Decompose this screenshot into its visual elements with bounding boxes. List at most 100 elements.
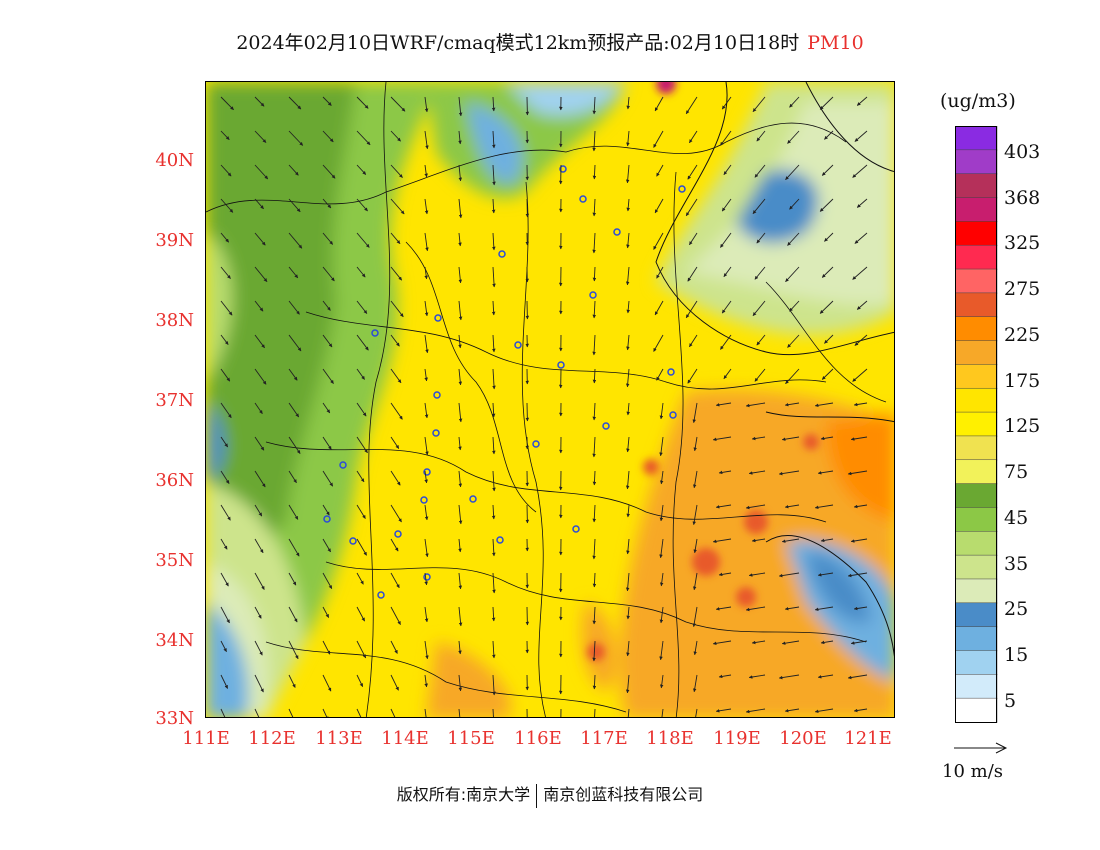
wind-vector <box>723 368 732 379</box>
wind-vector <box>288 334 302 352</box>
map-title: 2024年02月10日WRF/cmaq模式12km预报产品:02月10日18时 P… <box>0 28 1100 55</box>
wind-vector <box>723 164 732 175</box>
wind-vector <box>592 640 596 662</box>
lon-label-113e: 113E <box>315 728 363 749</box>
coastline <box>655 82 894 658</box>
wind-vector <box>458 538 462 553</box>
wind-vector <box>784 708 800 713</box>
wind-vector <box>592 334 596 356</box>
wind-vector <box>390 368 402 384</box>
wind-vector <box>723 266 732 277</box>
color-legend <box>955 126 998 723</box>
wind-vector <box>254 504 263 517</box>
wind-vector <box>756 130 766 142</box>
wind-vector <box>322 300 331 311</box>
wind-vector <box>390 606 401 625</box>
wind-vector <box>853 708 868 713</box>
legend-label-275: 275 <box>1004 278 1041 300</box>
lat-label-38n: 38N <box>155 310 194 331</box>
wind-vector <box>220 300 233 316</box>
wind-vector <box>685 300 698 319</box>
lon-label-116e: 116E <box>514 728 562 749</box>
wind-vector <box>491 300 496 316</box>
wind-vector <box>356 470 365 483</box>
legend-swatch <box>955 387 998 413</box>
wind-vector <box>592 538 596 560</box>
wind-vector <box>390 130 401 142</box>
title-main: 2024年02月10日WRF/cmaq模式12km预报产品:02月10日18时 <box>236 32 800 54</box>
pm10-concentration-map <box>205 81 895 718</box>
legend-label-5: 5 <box>1004 690 1017 712</box>
lat-label-34n: 34N <box>155 630 194 651</box>
wind-vector <box>288 232 303 249</box>
wind-vector <box>322 436 332 450</box>
wind-vector <box>254 266 268 282</box>
wind-vector <box>720 334 732 350</box>
wind-vector <box>659 538 664 559</box>
wind-vector <box>424 232 429 252</box>
wind-vector <box>656 164 664 177</box>
wind-vector <box>220 198 234 213</box>
footer-separator <box>536 783 538 808</box>
wind-vector <box>625 470 630 490</box>
wind-vector <box>785 164 800 181</box>
wind-vector <box>626 504 630 518</box>
wind-vector <box>254 708 260 717</box>
wind-vector <box>424 130 429 150</box>
wind-vector <box>625 368 630 388</box>
wind-vector <box>322 164 336 179</box>
wind-vector <box>220 640 227 653</box>
wind-vector <box>778 470 800 476</box>
wind-vector <box>626 232 630 249</box>
legend-swatch <box>955 459 998 485</box>
wind-vector <box>220 470 230 484</box>
wind-vector <box>853 606 868 611</box>
wind-vector <box>356 164 367 175</box>
wind-vector <box>789 300 800 312</box>
legend-swatch <box>955 674 998 699</box>
wind-vector <box>748 674 766 679</box>
wind-vector <box>491 96 496 112</box>
wind-vector <box>852 266 868 280</box>
wind-vector <box>659 436 664 457</box>
wind-vector <box>689 130 698 144</box>
wind-vector <box>458 164 463 182</box>
wind-vector <box>850 436 868 441</box>
wind-vector <box>847 470 868 476</box>
wind-vector <box>720 130 732 146</box>
wind-vector <box>847 674 868 680</box>
wind-vector <box>721 96 732 110</box>
wind-vector <box>693 436 698 452</box>
wind-vector <box>356 572 364 585</box>
wind-vector <box>322 232 334 245</box>
wind-vector <box>814 402 834 408</box>
wind-vector <box>626 130 630 147</box>
wind-vector <box>748 572 766 577</box>
wind-vector <box>254 572 265 590</box>
wind-vector <box>356 130 371 146</box>
legend-swatch <box>955 554 998 580</box>
wind-vector <box>721 198 732 212</box>
wind-vector <box>745 708 766 714</box>
title-pollutant: PM10 <box>807 32 864 54</box>
wind-vector <box>689 334 698 348</box>
wind-vector <box>754 164 766 178</box>
wind-vector <box>288 300 300 315</box>
wind-vector <box>322 266 335 282</box>
wind-vector <box>592 300 597 319</box>
wind-vector <box>689 232 698 246</box>
wind-vector <box>592 130 596 152</box>
wind-vector <box>752 300 766 316</box>
wind-vector <box>626 640 630 657</box>
wind-vector <box>220 402 232 419</box>
wind-vector <box>424 198 429 215</box>
wind-vector <box>626 334 630 351</box>
wind-vector <box>322 334 333 348</box>
wind-vector <box>458 300 463 321</box>
wind-vector <box>821 368 834 380</box>
wind-vector <box>752 198 766 214</box>
wind-vector <box>653 334 664 352</box>
wind-vector <box>492 334 496 353</box>
wind-vector <box>656 368 664 381</box>
wind-vector <box>288 606 298 623</box>
